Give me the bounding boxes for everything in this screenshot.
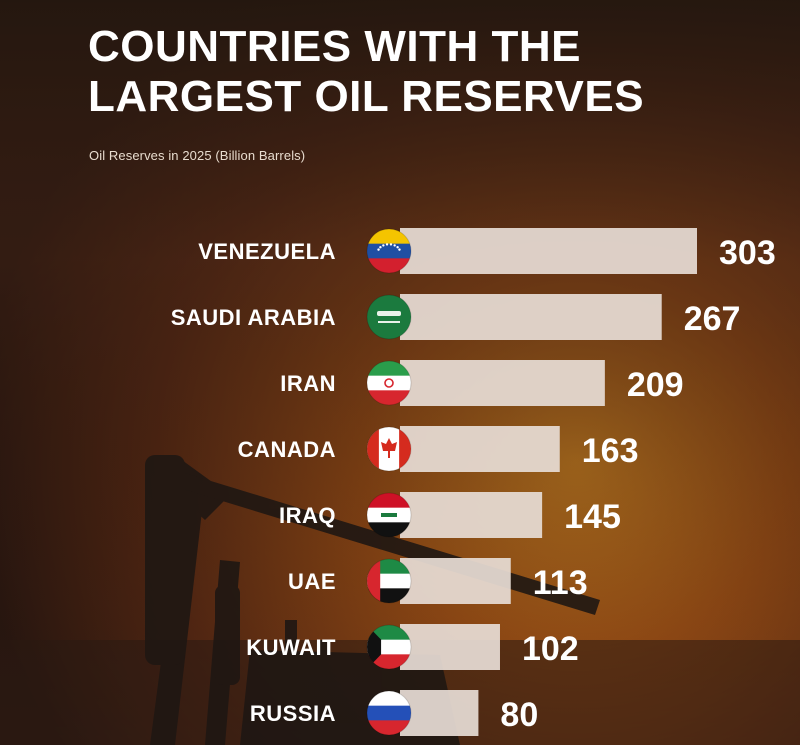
value-label: 113 <box>533 564 588 602</box>
bar-row-kuwait: KUWAIT 102 <box>246 624 579 670</box>
title-line-1: COUNTRIES WITH THE <box>88 22 581 71</box>
category-label: IRAN <box>280 371 336 396</box>
value-label: 303 <box>719 234 776 272</box>
bar-row-uae: UAE 113 <box>288 558 588 604</box>
category-label: CANADA <box>238 437 336 462</box>
chart-subtitle: Oil Reserves in 2025 (Billion Barrels) <box>89 148 306 163</box>
bar-row-saudi-arabia: SAUDI ARABIA 267 <box>171 294 741 340</box>
venezuela-flag-icon <box>366 228 412 274</box>
bar-kuwait <box>400 624 500 670</box>
value-label: 163 <box>582 432 639 470</box>
bar-iraq <box>400 492 543 538</box>
iran-flag-icon <box>366 360 412 406</box>
bar-row-iran: IRAN 209 <box>280 360 684 406</box>
saudi-arabia-flag-icon <box>366 294 412 340</box>
canada-flag-icon <box>366 426 412 472</box>
value-label: 102 <box>522 630 579 668</box>
category-label: KUWAIT <box>246 635 336 660</box>
iraq-flag-icon <box>366 492 412 538</box>
category-label: RUSSIA <box>250 701 336 726</box>
bar-saudi-arabia <box>400 294 662 340</box>
chart-title: COUNTRIES WITH THE LARGEST OIL RESERVES <box>88 22 644 122</box>
bar-row-canada: CANADA 163 <box>238 426 639 472</box>
category-label: UAE <box>288 569 336 594</box>
value-label: 80 <box>500 696 538 734</box>
bar-venezuela <box>400 228 697 274</box>
bar-canada <box>400 426 560 472</box>
bar-row-venezuela: VENEZUELA 303 <box>198 228 776 274</box>
category-label: IRAQ <box>279 503 336 528</box>
category-label: VENEZUELA <box>198 239 336 264</box>
kuwait-flag-icon <box>366 624 412 670</box>
bar-row-russia: RUSSIA 80 <box>250 690 538 736</box>
bar-row-iraq: IRAQ 145 <box>279 492 621 538</box>
value-label: 267 <box>684 300 741 338</box>
value-label: 145 <box>564 498 621 536</box>
bar-iran <box>400 360 605 406</box>
bar-russia <box>400 690 479 736</box>
russia-flag-icon <box>366 690 412 736</box>
title-line-2: LARGEST OIL RESERVES <box>88 72 645 121</box>
category-label: SAUDI ARABIA <box>171 305 336 330</box>
value-label: 209 <box>627 366 684 404</box>
uae-flag-icon <box>366 558 412 604</box>
bar-uae <box>400 558 511 604</box>
